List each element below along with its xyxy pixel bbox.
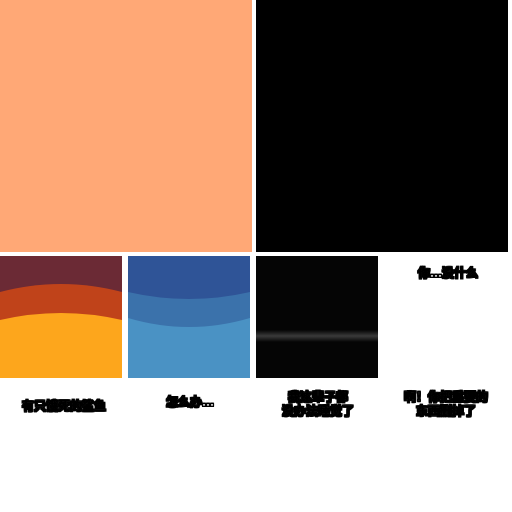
caption-panel-3-line-2: 没办法睡觉了	[281, 404, 355, 419]
sea-panel	[128, 256, 250, 378]
dark-fill	[256, 256, 378, 378]
caption-panel-4-line-1: 啊！你把重要的	[403, 390, 489, 405]
caption-panel-3: 我这辈子都 没办法睡觉了	[256, 390, 380, 419]
caption-panel-4-line-2: 东西删掉了	[415, 404, 477, 419]
sea-bottom	[128, 318, 250, 378]
dark-panel	[256, 256, 378, 378]
caption-top-right: 你…没什么	[417, 266, 479, 281]
sunset-panel	[0, 256, 122, 378]
sunset-sun	[0, 313, 122, 378]
orange-panel	[0, 0, 252, 252]
black-fill	[256, 0, 508, 252]
caption-panel-1: 有只饿死的鲨鱼	[21, 399, 107, 414]
caption-panel-3-line-1: 我这辈子都	[287, 390, 349, 405]
black-panel	[256, 0, 508, 252]
orange-fill	[0, 0, 252, 252]
caption-panel-4: 啊！你把重要的 东西删掉了	[382, 390, 510, 419]
caption-panel-2: 怎么办…	[165, 395, 215, 410]
horizon-glow	[256, 330, 378, 342]
